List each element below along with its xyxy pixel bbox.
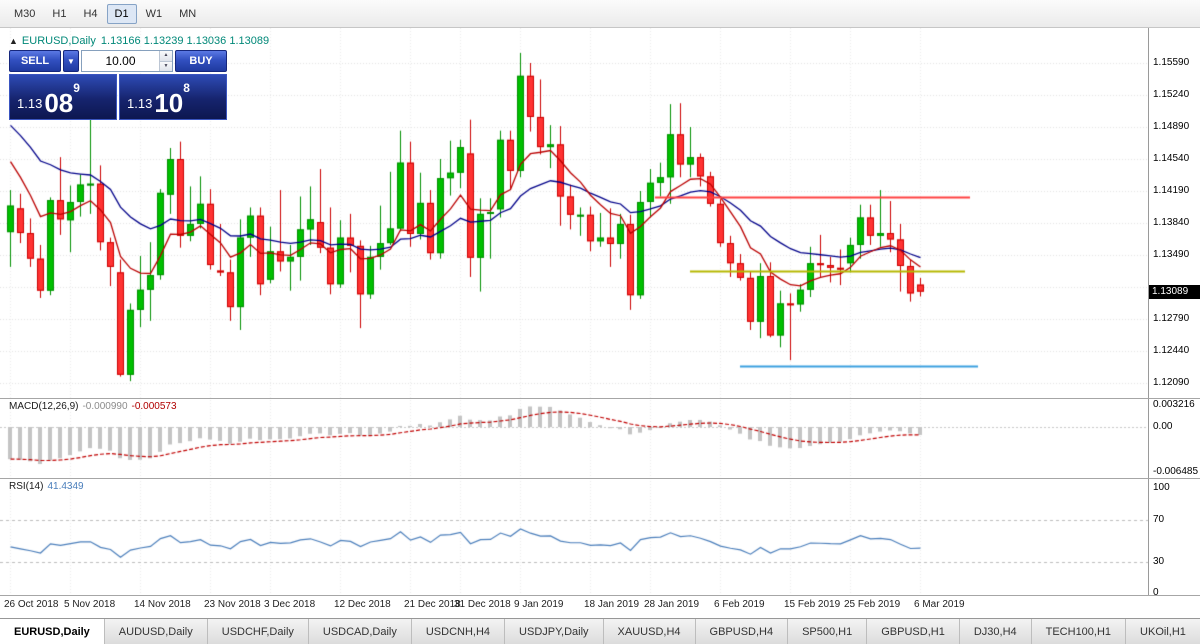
- price-axis-label: 1.14190: [1153, 185, 1190, 196]
- chart-tab-sp500-h1[interactable]: SP500,H1: [788, 619, 868, 644]
- date-axis-label: 3 Dec 2018: [264, 599, 316, 610]
- buy-price-prefix: 1.13: [127, 96, 153, 111]
- chart-tab-eurusd-daily[interactable]: EURUSD,Daily: [0, 619, 105, 644]
- volume-spinner: ▲ ▼: [159, 51, 172, 71]
- chart-window: ▲ EURUSD,Daily 1.13166 1.13239 1.13036 1.1…: [0, 28, 1200, 618]
- price-axis-label: 1.13840: [1153, 217, 1190, 228]
- volume-decrease-button[interactable]: ▼: [160, 61, 172, 71]
- one-click-trading-panel: SELL ▼ ▲ ▼ BUY 1.13 08 9 1.1: [9, 50, 227, 120]
- macd-name: MACD(12,26,9): [9, 401, 79, 412]
- price-axis-border: [1148, 28, 1149, 595]
- price-axis-label: 1.12440: [1153, 345, 1190, 356]
- date-axis-label: 26 Oct 2018: [4, 599, 59, 610]
- price-axis-label: 1.15590: [1153, 57, 1190, 68]
- rsi-value: 41.4349: [47, 481, 84, 492]
- rsi-axis-label: 100: [1153, 482, 1170, 493]
- volume-dropdown-button[interactable]: ▼: [63, 50, 79, 72]
- sell-price-big: 08: [44, 87, 74, 118]
- timeframe-button-w1[interactable]: W1: [138, 4, 171, 24]
- chart-ohlc-header: ▲ EURUSD,Daily 1.13166 1.13239 1.13036 1.1…: [9, 35, 269, 47]
- sell-button[interactable]: SELL: [9, 50, 61, 72]
- date-axis-label: 25 Feb 2019: [844, 599, 901, 610]
- price-axis-label: 1.14890: [1153, 121, 1190, 132]
- buy-button[interactable]: BUY: [175, 50, 227, 72]
- volume-field: ▲ ▼: [81, 50, 173, 72]
- timeframe-button-h4[interactable]: H4: [75, 4, 105, 24]
- timeframe-button-m30[interactable]: M30: [6, 4, 43, 24]
- current-price-badge: 1.13089: [1149, 285, 1200, 299]
- volume-input[interactable]: [82, 54, 172, 68]
- price-axis-label: 1.15240: [1153, 89, 1190, 100]
- volume-increase-button[interactable]: ▲: [160, 51, 172, 62]
- macd-axis-label: 0.00: [1153, 421, 1173, 432]
- sell-price-prefix: 1.13: [17, 96, 43, 111]
- macd-axis-label: -0.006485: [1153, 465, 1199, 477]
- chart-ohlc-values: 1.13166 1.13239 1.13036 1.13089: [100, 35, 270, 47]
- date-axis-label: 31 Dec 2018: [454, 599, 511, 610]
- date-axis-label: 14 Nov 2018: [134, 599, 191, 610]
- date-axis-label: 23 Nov 2018: [204, 599, 261, 610]
- buy-price-sup: 8: [183, 81, 190, 95]
- macd-panel-splitter[interactable]: [0, 398, 1200, 399]
- chevron-down-icon: ▼: [67, 56, 75, 66]
- date-axis-label: 6 Feb 2019: [714, 599, 765, 610]
- rsi-axis-label: 0: [1153, 587, 1159, 598]
- chart-tab-xauusd-h4[interactable]: XAUUSD,H4: [603, 619, 696, 644]
- macd-main-value: -0.000990: [82, 401, 128, 412]
- date-axis-label: 28 Jan 2019: [644, 599, 700, 610]
- chart-tab-gbpusd-h4[interactable]: GBPUSD,H4: [695, 619, 789, 644]
- price-axis-label: 1.14540: [1153, 153, 1190, 164]
- date-axis-label: 15 Feb 2019: [784, 599, 841, 610]
- date-axis-label: 9 Jan 2019: [514, 599, 564, 610]
- price-axis-label: 1.12090: [1153, 377, 1190, 388]
- macd-signal-value: -0.000573: [131, 401, 177, 412]
- chart-tab-usdcad-daily[interactable]: USDCAD,Daily: [308, 619, 412, 644]
- chart-tab-usdcnh-h4[interactable]: USDCNH,H4: [411, 619, 506, 644]
- price-axis-label: 1.12790: [1153, 313, 1190, 324]
- timeframe-button-h1[interactable]: H1: [44, 4, 74, 24]
- rsi-axis-label: 30: [1153, 555, 1165, 567]
- chart-tab-usdjpy-daily[interactable]: USDJPY,Daily: [505, 619, 604, 644]
- macd-axis-label: 0.003216: [1153, 398, 1195, 410]
- date-axis-label: 5 Nov 2018: [64, 599, 116, 610]
- one-click-collapse-icon[interactable]: ▲: [9, 36, 18, 46]
- sell-price-sup: 9: [73, 81, 80, 95]
- date-axis-label: 21 Dec 2018: [404, 599, 461, 610]
- buy-price-big: 10: [154, 87, 184, 118]
- rsi-panel-splitter[interactable]: [0, 478, 1200, 479]
- date-axis-label: 6 Mar 2019: [914, 599, 965, 610]
- buy-price-display[interactable]: 1.13 10 8: [119, 74, 227, 120]
- chart-symbol-label: EURUSD,Daily: [21, 35, 96, 47]
- price-axis-label: 1.13490: [1153, 249, 1190, 260]
- date-axis-splitter: [0, 595, 1200, 596]
- chart-tab-dj30-h4[interactable]: DJ30,H4: [959, 619, 1032, 644]
- rsi-axis-label: 70: [1153, 513, 1165, 525]
- rsi-name: RSI(14): [9, 481, 44, 492]
- sell-price-display[interactable]: 1.13 08 9: [9, 74, 117, 120]
- date-axis-label: 18 Jan 2019: [584, 599, 640, 610]
- chart-tab-usdchf-daily[interactable]: USDCHF,Daily: [207, 619, 309, 644]
- chart-tab-tech100-h1[interactable]: TECH100,H1: [1031, 619, 1127, 644]
- price-chart-canvas[interactable]: [0, 28, 1148, 595]
- rsi-indicator-label: RSI(14) 41.4349: [9, 481, 84, 492]
- timeframe-button-mn[interactable]: MN: [171, 4, 204, 24]
- macd-indicator-label: MACD(12,26,9) -0.000990 -0.000573: [9, 401, 177, 412]
- timeframe-button-d1[interactable]: D1: [106, 3, 137, 24]
- chart-tab-audusd-daily[interactable]: AUDUSD,Daily: [104, 619, 208, 644]
- date-axis-label: 12 Dec 2018: [334, 599, 391, 610]
- chart-tab-ukoil-h1[interactable]: UKOil,H1: [1126, 619, 1200, 644]
- chart-tab-bar: EURUSD,Daily AUDUSD,Daily USDCHF,Daily USDC…: [0, 618, 1200, 644]
- chart-tab-gbpusd-h1[interactable]: GBPUSD,H1: [867, 619, 960, 644]
- timeframe-toolbar: M30 H1 H4 D1 W1 MN: [0, 0, 1200, 28]
